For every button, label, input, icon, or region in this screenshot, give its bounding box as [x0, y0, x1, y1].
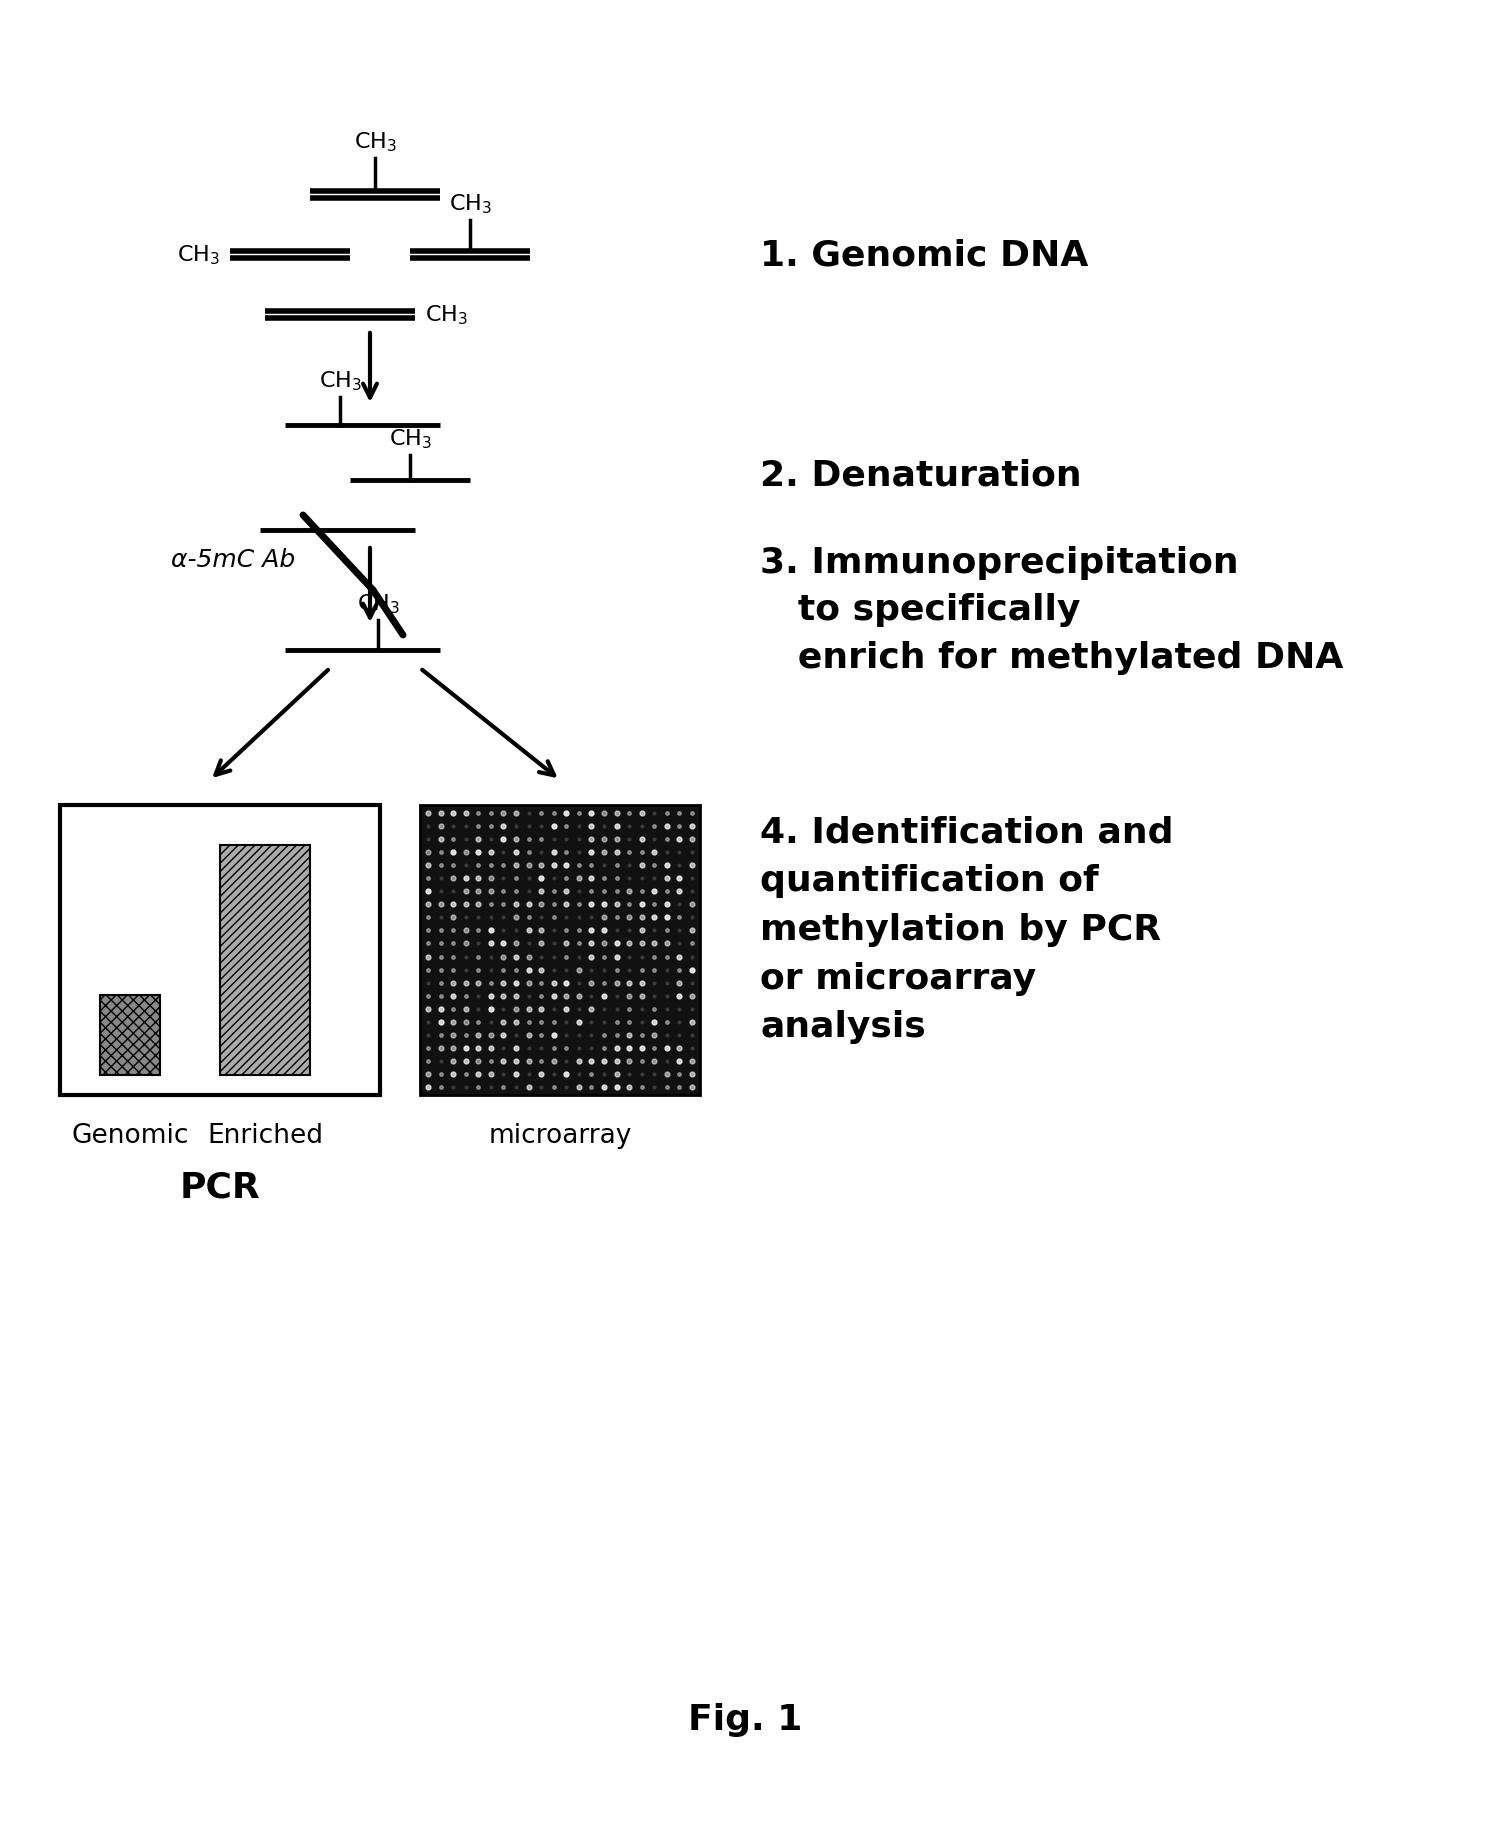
Text: CH$_3$: CH$_3$ [425, 303, 468, 327]
Bar [420, 806, 700, 1095]
Text: microarray: microarray [489, 1123, 632, 1149]
Bar [221, 844, 310, 1075]
Text: CH$_3$: CH$_3$ [389, 428, 432, 451]
Text: CH$_3$: CH$_3$ [319, 369, 362, 393]
Text: 3. Immunoprecipitation
   to specifically
   enrich for methylated DNA: 3. Immunoprecipitation to specifically e… [760, 545, 1344, 675]
Text: Fig. 1: Fig. 1 [688, 1703, 802, 1738]
Text: CH$_3$: CH$_3$ [353, 130, 396, 154]
Text: CH$_3$: CH$_3$ [448, 193, 492, 217]
Text: PCR: PCR [180, 1171, 261, 1204]
Text: α-5mC Ab: α-5mC Ab [171, 549, 295, 573]
Text: 1. Genomic DNA: 1. Genomic DNA [760, 239, 1088, 272]
Text: 2. Denaturation: 2. Denaturation [760, 459, 1082, 492]
Bar [60, 806, 380, 1095]
Text: 4. Identification and
quantification of
methylation by PCR
or microarray
analysi: 4. Identification and quantification of … [760, 815, 1174, 1044]
Text: CH$_3$: CH$_3$ [177, 244, 221, 266]
Bar [100, 995, 159, 1075]
Text: Genomic: Genomic [72, 1123, 189, 1149]
Text: Enriched: Enriched [207, 1123, 323, 1149]
Text: CH$_3$: CH$_3$ [356, 593, 399, 617]
